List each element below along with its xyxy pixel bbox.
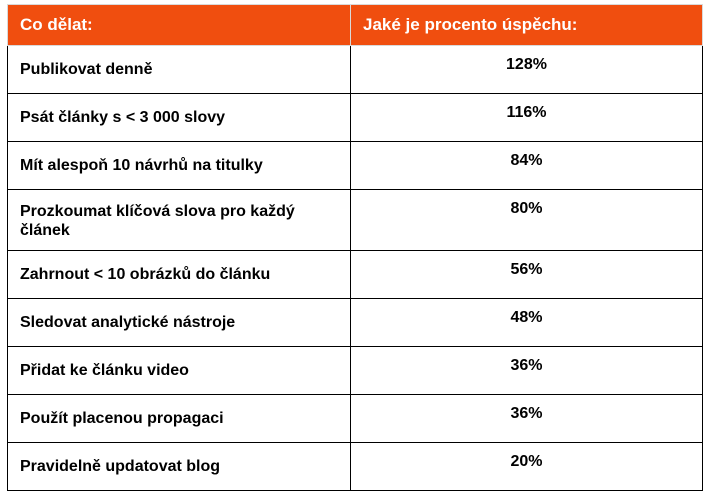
percent-cell: 56% bbox=[350, 250, 703, 299]
task-cell: Prozkoumat klíčová slova pro každý článe… bbox=[7, 189, 351, 251]
header-success-rate: Jaké je procento úspěchu: bbox=[350, 4, 703, 46]
table-row: Mít alespoň 10 návrhů na titulky 84% bbox=[7, 141, 703, 190]
task-cell: Pravidelně updatovat blog bbox=[7, 442, 351, 491]
table-row: Publikovat denně 128% bbox=[7, 45, 703, 94]
percent-cell: 36% bbox=[350, 346, 703, 395]
percent-cell: 84% bbox=[350, 141, 703, 190]
task-cell: Psát články s < 3 000 slovy bbox=[7, 93, 351, 142]
table-row: Přidat ke článku video 36% bbox=[7, 346, 703, 395]
percent-cell: 116% bbox=[350, 93, 703, 142]
header-what-to-do: Co dělat: bbox=[7, 4, 351, 46]
task-cell: Přidat ke článku video bbox=[7, 346, 351, 395]
task-cell: Použít placenou propagaci bbox=[7, 394, 351, 443]
task-cell: Sledovat analytické nástroje bbox=[7, 298, 351, 347]
table-row: Zahrnout < 10 obrázků do článku 56% bbox=[7, 250, 703, 299]
table-row: Prozkoumat klíčová slova pro každý článe… bbox=[7, 189, 703, 251]
table-row: Sledovat analytické nástroje 48% bbox=[7, 298, 703, 347]
percent-cell: 20% bbox=[350, 442, 703, 491]
percent-cell: 128% bbox=[350, 45, 703, 94]
task-cell: Mít alespoň 10 návrhů na titulky bbox=[7, 141, 351, 190]
table-row: Pravidelně updatovat blog 20% bbox=[7, 442, 703, 491]
table-header-row: Co dělat: Jaké je procento úspěchu: bbox=[7, 4, 703, 46]
task-cell: Publikovat denně bbox=[7, 45, 351, 94]
percent-cell: 36% bbox=[350, 394, 703, 443]
percent-cell: 48% bbox=[350, 298, 703, 347]
table-row: Použít placenou propagaci 36% bbox=[7, 394, 703, 443]
percent-cell: 80% bbox=[350, 189, 703, 251]
table-row: Psát články s < 3 000 slovy 116% bbox=[7, 93, 703, 142]
task-cell: Zahrnout < 10 obrázků do článku bbox=[7, 250, 351, 299]
